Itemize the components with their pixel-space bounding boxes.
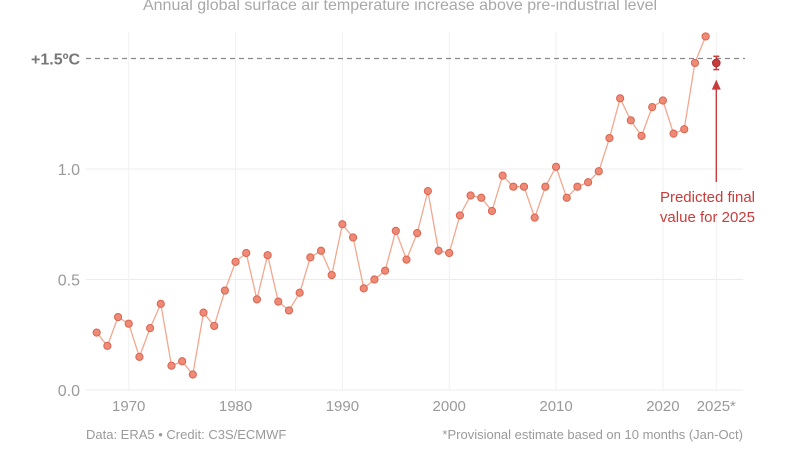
- data-point: [103, 341, 112, 350]
- x-tick-label: 2020: [646, 398, 679, 415]
- data-point: [167, 361, 176, 370]
- provisional-note: *Provisional estimate based on 10 months…: [442, 427, 743, 442]
- data-point: [348, 233, 358, 242]
- x-tick-label: 2000: [433, 398, 466, 415]
- data-point: [199, 308, 208, 317]
- data-point: [455, 211, 465, 220]
- data-point: [648, 103, 657, 112]
- x-tick-label: 2025*: [697, 398, 736, 415]
- data-point: [113, 312, 123, 322]
- data-point: [263, 251, 272, 260]
- data-point: [637, 131, 646, 140]
- annotation-arrow-head: [711, 79, 721, 90]
- data-point: [551, 162, 561, 171]
- data-point: [573, 182, 582, 191]
- source-credit: Data: ERA5 • Credit: C3S/ECMWF: [86, 427, 287, 442]
- data-point: [381, 266, 390, 275]
- y-tick-label: 1.0: [58, 162, 80, 179]
- data-point: [338, 220, 347, 229]
- data-point: [306, 253, 315, 262]
- data-point: [178, 357, 187, 366]
- data-point: [477, 193, 486, 202]
- data-point: [231, 257, 240, 266]
- threshold-label: +1.5ºC: [31, 52, 80, 69]
- annotation-text: value for 2025: [660, 209, 755, 226]
- data-point: [519, 182, 529, 191]
- data-point: [135, 352, 144, 361]
- data-point: [327, 270, 336, 280]
- data-point: [487, 206, 497, 216]
- data-point: [680, 125, 689, 134]
- data-point: [391, 226, 400, 235]
- data-point: [242, 248, 251, 258]
- data-point: [145, 324, 155, 333]
- data-point: [541, 182, 550, 191]
- data-point: [274, 297, 283, 306]
- y-tick-label: 0.0: [58, 383, 80, 400]
- data-point: [124, 319, 133, 328]
- data-point: [658, 96, 667, 105]
- x-tick-label: 1990: [326, 398, 359, 415]
- x-tick-label: 1980: [219, 398, 252, 415]
- data-point: [188, 370, 197, 379]
- data-point: [562, 193, 571, 202]
- data-point: [423, 187, 432, 196]
- data-point: [210, 321, 219, 331]
- data-point: [669, 129, 678, 138]
- data-point: [413, 228, 422, 238]
- series-line: [96, 36, 707, 377]
- data-point: [402, 255, 411, 264]
- x-tick-label: 2010: [539, 398, 572, 415]
- data-point: [498, 171, 507, 180]
- data-point: [156, 299, 165, 308]
- data-point: [370, 275, 379, 284]
- data-point: [284, 306, 294, 315]
- data-point: [445, 248, 454, 258]
- data-point: [316, 246, 326, 255]
- data-point: [616, 94, 625, 103]
- data-point: [92, 328, 101, 337]
- data-point: [434, 246, 443, 255]
- data-point: [359, 284, 368, 293]
- data-point: [509, 182, 518, 191]
- data-point: [701, 32, 710, 41]
- x-tick-label: 1970: [112, 398, 145, 415]
- data-point: [252, 295, 262, 304]
- y-tick-label: 0.5: [58, 273, 80, 290]
- data-point: [626, 116, 635, 125]
- data-point: [530, 213, 539, 222]
- estimate-point: [711, 58, 721, 68]
- data-point: [690, 58, 700, 68]
- data-point: [220, 286, 229, 295]
- data-point: [605, 133, 614, 143]
- data-point: [295, 288, 304, 297]
- data-point: [583, 178, 593, 187]
- data-point: [466, 191, 475, 200]
- chart-title: Annual global surface air temperature in…: [142, 0, 658, 14]
- data-point: [594, 167, 603, 176]
- annotation-text: Predicted final: [660, 189, 755, 206]
